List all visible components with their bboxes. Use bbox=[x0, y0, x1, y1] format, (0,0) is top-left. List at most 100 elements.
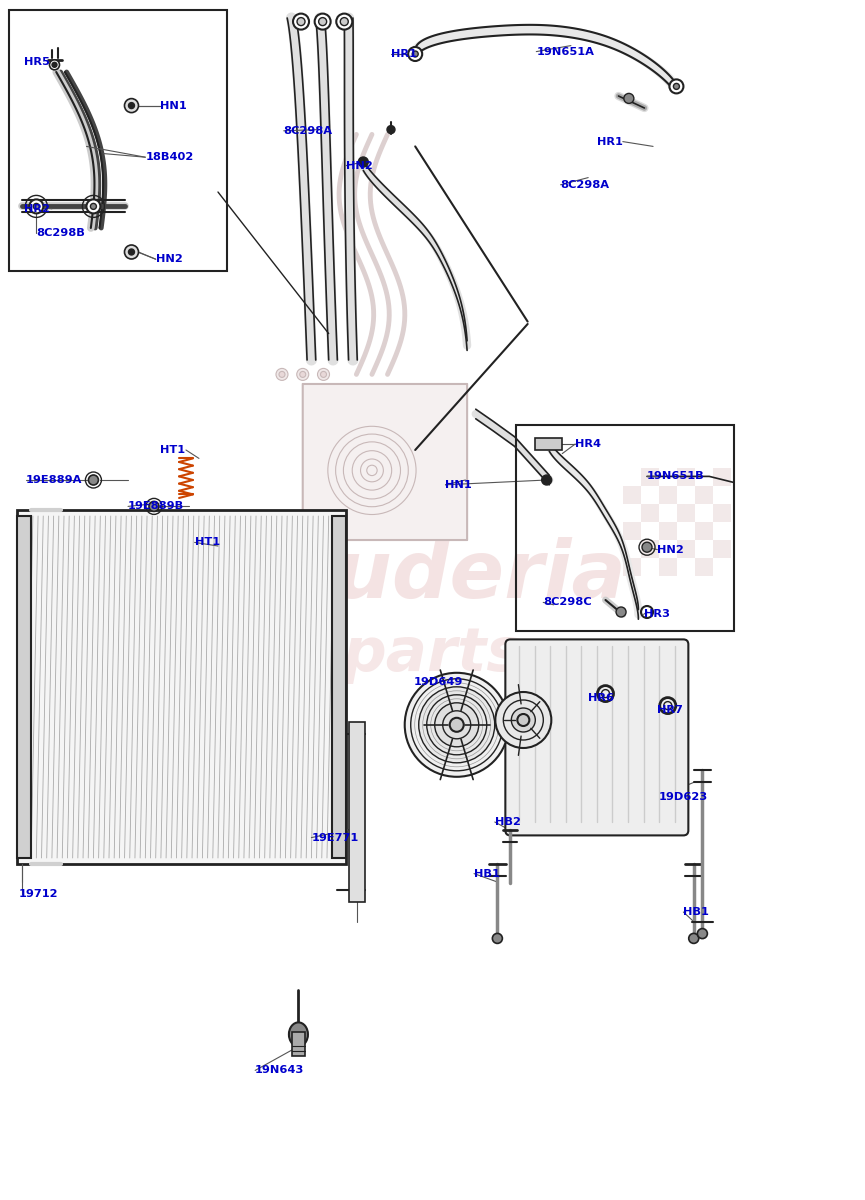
Bar bbox=[641, 468, 659, 486]
Circle shape bbox=[34, 203, 39, 209]
Circle shape bbox=[674, 83, 679, 89]
Bar bbox=[659, 558, 676, 576]
Circle shape bbox=[517, 714, 529, 726]
Text: HN1: HN1 bbox=[160, 101, 187, 110]
Circle shape bbox=[689, 934, 699, 943]
Bar bbox=[9, 10, 227, 271]
Circle shape bbox=[293, 13, 309, 30]
Bar bbox=[516, 425, 734, 631]
Text: HT1: HT1 bbox=[160, 445, 185, 455]
Bar bbox=[623, 486, 641, 504]
FancyBboxPatch shape bbox=[505, 640, 689, 835]
Bar bbox=[349, 722, 365, 902]
Circle shape bbox=[125, 98, 138, 113]
Text: 8C298A: 8C298A bbox=[284, 126, 333, 136]
Text: 19E889A: 19E889A bbox=[26, 475, 82, 485]
Text: HR1: HR1 bbox=[391, 49, 417, 59]
Circle shape bbox=[318, 18, 327, 25]
Circle shape bbox=[91, 203, 96, 209]
Bar bbox=[713, 540, 731, 558]
Ellipse shape bbox=[289, 1022, 308, 1046]
Circle shape bbox=[697, 929, 708, 938]
Circle shape bbox=[387, 126, 395, 133]
Text: 8C298B: 8C298B bbox=[36, 228, 86, 238]
Circle shape bbox=[450, 718, 464, 732]
Text: HN1: HN1 bbox=[445, 480, 472, 490]
Circle shape bbox=[419, 686, 495, 763]
Circle shape bbox=[340, 18, 349, 25]
Bar bbox=[17, 510, 346, 864]
Bar bbox=[641, 540, 659, 558]
Circle shape bbox=[149, 502, 159, 511]
Text: HT1: HT1 bbox=[195, 538, 220, 547]
Bar bbox=[292, 1032, 305, 1056]
Text: HR6: HR6 bbox=[588, 694, 614, 703]
Circle shape bbox=[435, 703, 478, 746]
Text: 19N651A: 19N651A bbox=[536, 47, 594, 56]
Circle shape bbox=[49, 60, 60, 70]
Text: HN2: HN2 bbox=[346, 161, 373, 170]
Bar bbox=[676, 468, 695, 486]
Circle shape bbox=[496, 692, 551, 748]
Bar bbox=[713, 468, 731, 486]
Circle shape bbox=[297, 368, 309, 380]
Text: scuderia: scuderia bbox=[239, 538, 626, 614]
Text: 19712: 19712 bbox=[19, 889, 59, 899]
Text: HN2: HN2 bbox=[156, 254, 183, 264]
Text: parts: parts bbox=[343, 624, 522, 684]
Bar bbox=[676, 504, 695, 522]
Circle shape bbox=[642, 542, 652, 552]
Text: HN2: HN2 bbox=[657, 545, 684, 554]
Text: HB2: HB2 bbox=[495, 817, 521, 827]
Text: HR5: HR5 bbox=[24, 58, 50, 67]
Circle shape bbox=[88, 475, 99, 485]
Text: 18B402: 18B402 bbox=[145, 152, 194, 162]
Circle shape bbox=[670, 79, 683, 94]
Circle shape bbox=[492, 934, 503, 943]
Text: 19N651B: 19N651B bbox=[647, 472, 705, 481]
Bar bbox=[641, 504, 659, 522]
Text: HR4: HR4 bbox=[575, 439, 601, 449]
Circle shape bbox=[511, 708, 535, 732]
Text: HR3: HR3 bbox=[644, 610, 670, 619]
Bar bbox=[695, 486, 713, 504]
Text: 19E771: 19E771 bbox=[311, 833, 359, 842]
FancyBboxPatch shape bbox=[303, 384, 467, 540]
Bar bbox=[535, 438, 562, 450]
Bar bbox=[623, 522, 641, 540]
Circle shape bbox=[317, 368, 330, 380]
Circle shape bbox=[86, 199, 100, 214]
Circle shape bbox=[321, 372, 326, 377]
Text: HB1: HB1 bbox=[474, 869, 500, 878]
Bar bbox=[695, 558, 713, 576]
Circle shape bbox=[616, 607, 626, 617]
Circle shape bbox=[52, 62, 57, 67]
Circle shape bbox=[276, 368, 288, 380]
Text: 19E889B: 19E889B bbox=[128, 502, 184, 511]
Text: 19D649: 19D649 bbox=[413, 677, 463, 686]
Bar bbox=[713, 504, 731, 522]
Text: 19D623: 19D623 bbox=[659, 792, 708, 802]
Circle shape bbox=[279, 372, 285, 377]
Bar bbox=[659, 486, 676, 504]
Bar bbox=[623, 558, 641, 576]
Circle shape bbox=[358, 157, 368, 167]
Text: HR1: HR1 bbox=[597, 137, 623, 146]
Circle shape bbox=[315, 13, 330, 30]
Text: HR7: HR7 bbox=[657, 706, 683, 715]
Circle shape bbox=[413, 50, 418, 56]
Bar bbox=[695, 522, 713, 540]
Circle shape bbox=[297, 18, 305, 25]
Bar bbox=[676, 540, 695, 558]
Circle shape bbox=[300, 372, 305, 377]
Text: 8C298A: 8C298A bbox=[561, 180, 610, 190]
Circle shape bbox=[129, 248, 134, 254]
Circle shape bbox=[129, 102, 134, 108]
Text: HR2: HR2 bbox=[24, 204, 50, 214]
Text: 8C298C: 8C298C bbox=[543, 598, 592, 607]
Circle shape bbox=[408, 47, 422, 61]
Circle shape bbox=[125, 245, 138, 259]
Bar bbox=[332, 516, 346, 858]
Circle shape bbox=[624, 94, 634, 103]
Bar bbox=[659, 522, 676, 540]
